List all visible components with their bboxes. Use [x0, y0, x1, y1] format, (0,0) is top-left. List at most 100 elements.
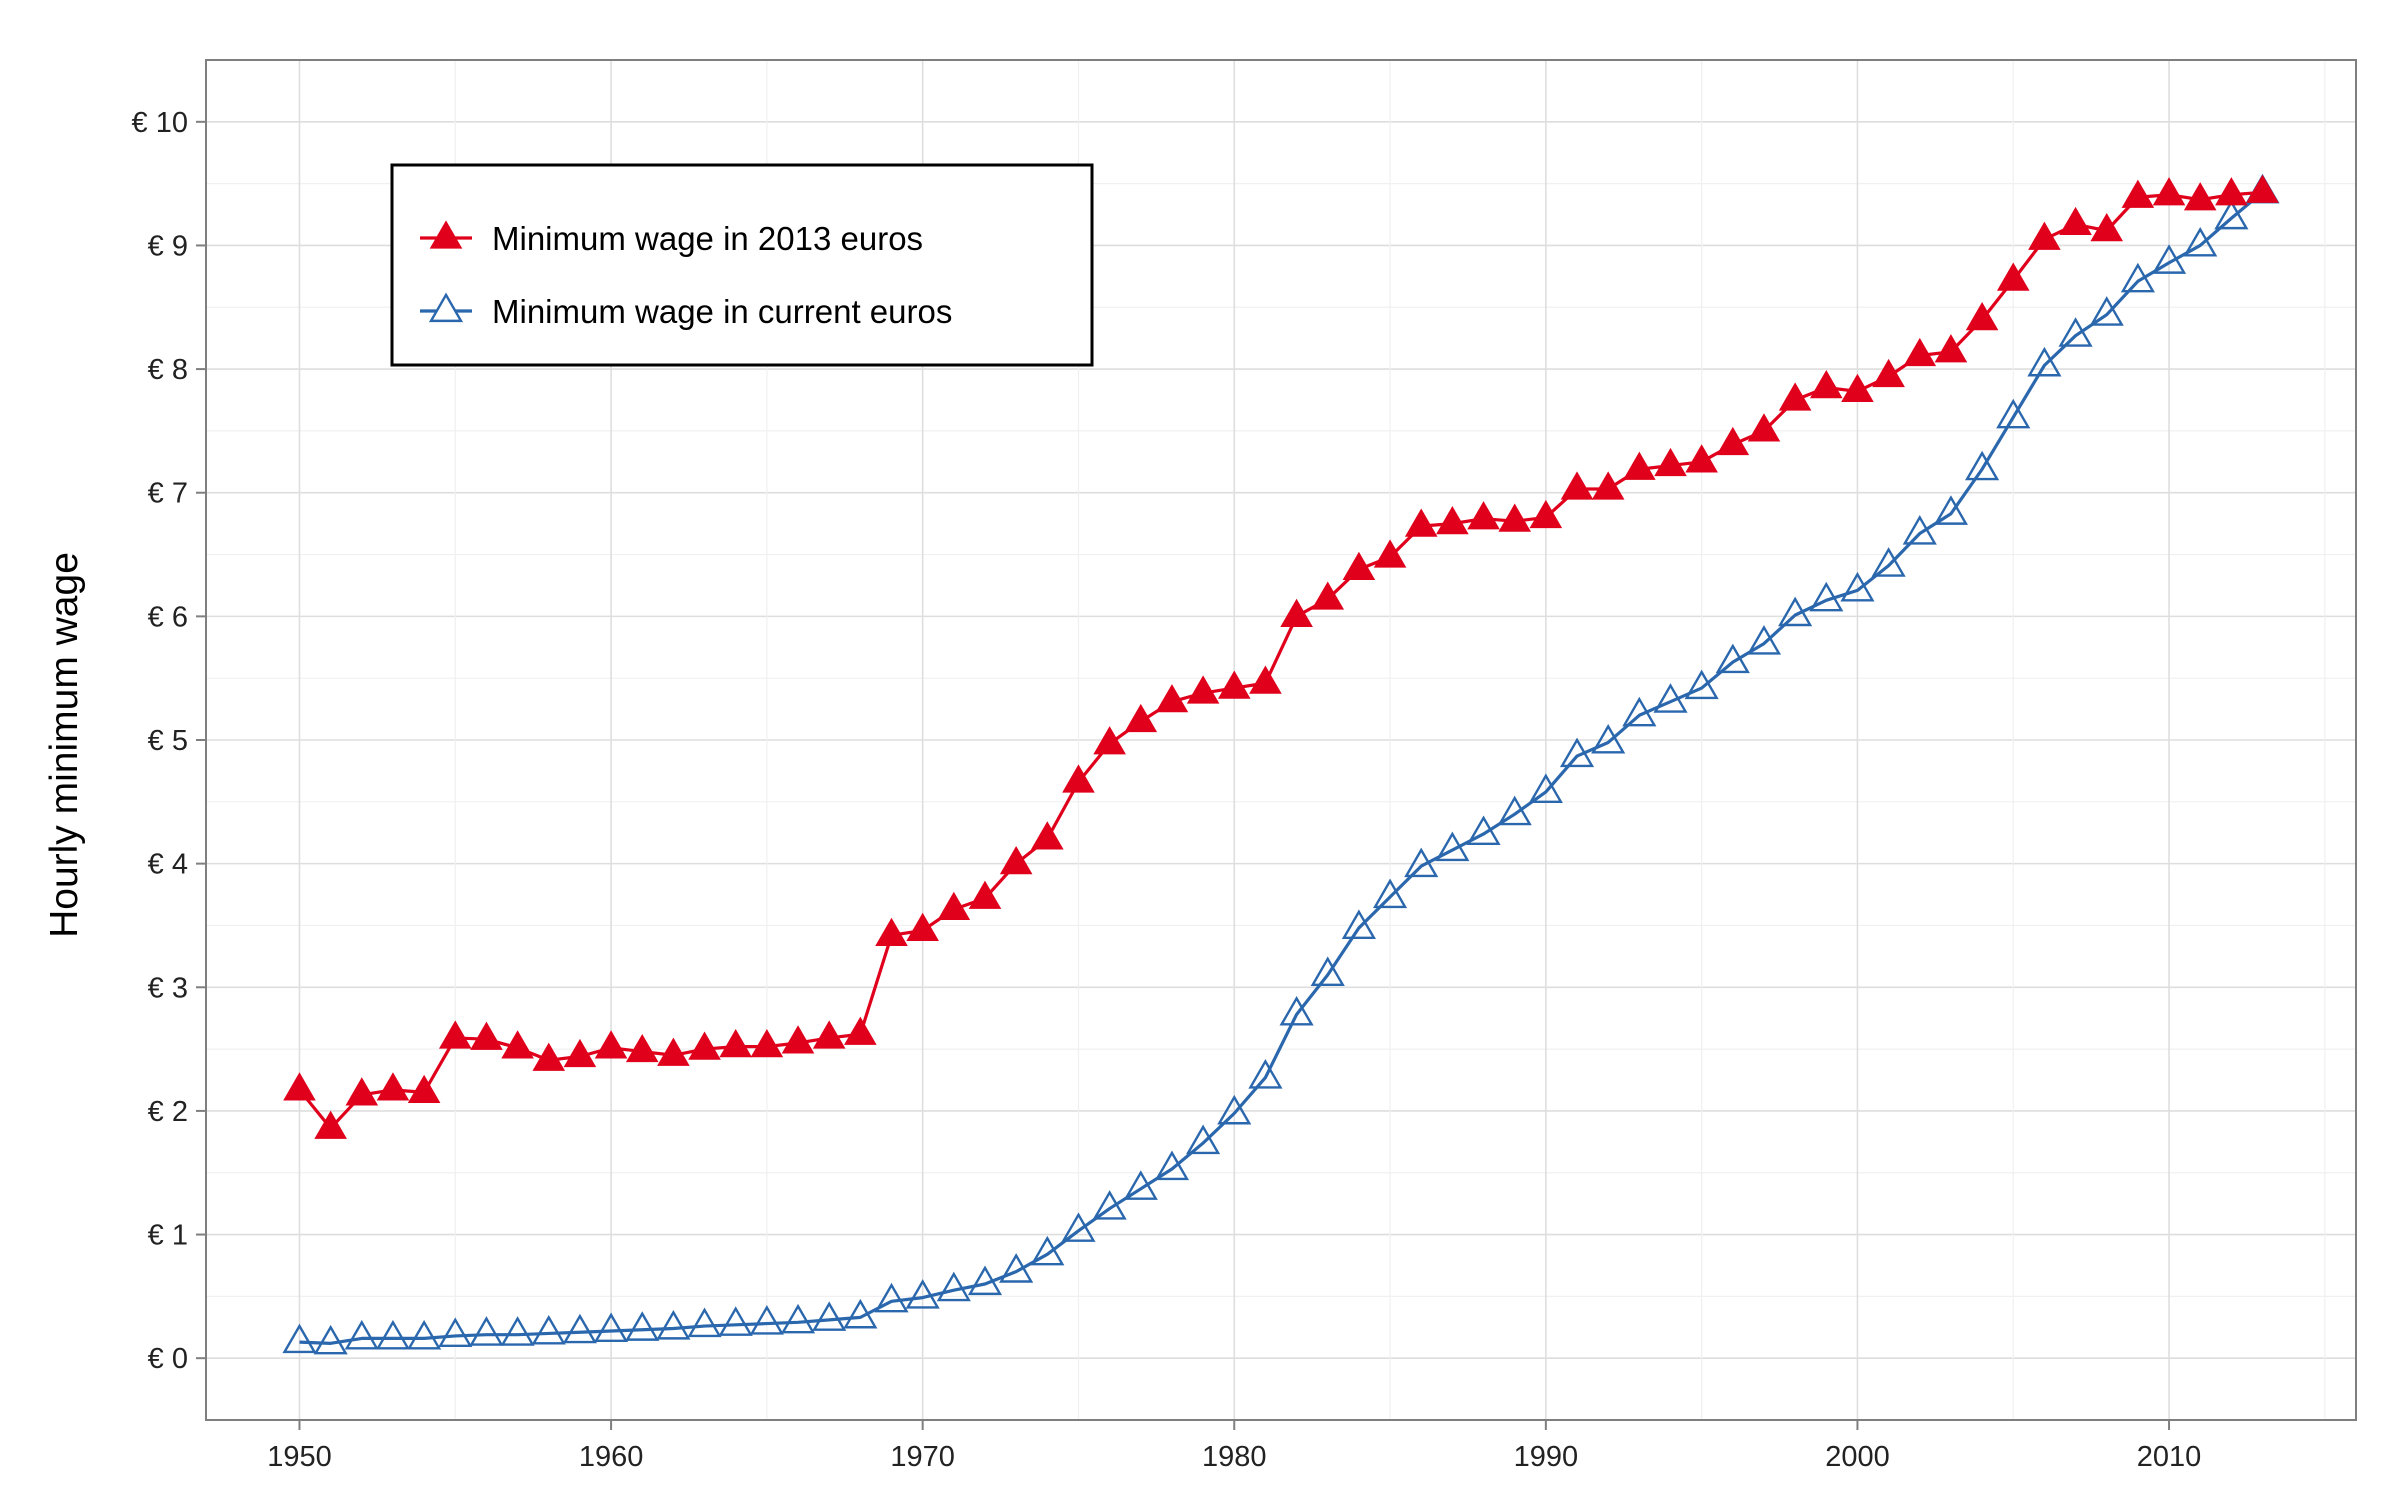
data-point-filled-triangle — [812, 1020, 846, 1049]
y-tick-label: € 1 — [148, 1220, 188, 1252]
data-point-hollow-triangle — [656, 1310, 691, 1340]
data-point-filled-triangle — [906, 912, 939, 942]
data-point-filled-triangle — [625, 1033, 659, 1063]
data-point-hollow-triangle — [2151, 244, 2187, 274]
data-point-hollow-triangle — [1622, 696, 1657, 727]
data-point-hollow-triangle — [1746, 625, 1782, 655]
data-point-filled-triangle — [2215, 177, 2248, 206]
data-point-filled-triangle — [314, 1110, 347, 1139]
data-point-filled-triangle — [2059, 206, 2092, 236]
data-point-filled-triangle — [2121, 179, 2155, 208]
data-point-hollow-triangle — [1965, 450, 2000, 481]
data-point-filled-triangle — [1124, 703, 1158, 733]
data-point-filled-triangle — [1031, 821, 1064, 850]
data-point-hollow-triangle — [936, 1271, 971, 1302]
data-point-filled-triangle — [1404, 508, 1438, 537]
data-point-hollow-triangle — [999, 1253, 1034, 1283]
data-point-hollow-triangle — [1092, 1190, 1127, 1220]
data-point-filled-triangle — [1996, 262, 2030, 291]
x-tick-label: 1990 — [1514, 1441, 1579, 1473]
data-point-hollow-triangle — [282, 1323, 317, 1354]
data-point-hollow-triangle — [469, 1316, 504, 1346]
y-tick-label: € 3 — [148, 972, 188, 1004]
data-point-filled-triangle — [1841, 373, 1874, 402]
data-point-hollow-triangle — [531, 1314, 566, 1345]
data-point-filled-triangle — [1560, 471, 1594, 500]
data-point-hollow-triangle — [780, 1303, 816, 1334]
x-tick-label: 2010 — [2137, 1441, 2202, 1473]
y-tick-label: € 2 — [148, 1096, 188, 1128]
y-tick-label: € 7 — [148, 478, 188, 510]
data-point-filled-triangle — [1436, 506, 1469, 535]
data-point-filled-triangle — [1685, 444, 1718, 473]
data-point-hollow-triangle — [1154, 1150, 1190, 1181]
data-point-hollow-triangle — [1996, 398, 2031, 429]
data-point-filled-triangle — [438, 1020, 472, 1049]
legend-label: Minimum wage in current euros — [492, 293, 952, 330]
data-point-hollow-triangle — [1497, 795, 1532, 826]
data-point-filled-triangle — [1903, 337, 1937, 367]
series-current-euros — [282, 173, 2280, 1355]
data-point-filled-triangle — [470, 1021, 503, 1050]
data-point-hollow-triangle — [1310, 956, 1345, 986]
x-tick-label: 2000 — [1825, 1441, 1890, 1473]
data-point-filled-triangle — [937, 891, 971, 921]
data-point-hollow-triangle — [2058, 317, 2093, 347]
data-point-filled-triangle — [1591, 471, 1625, 500]
data-point-filled-triangle — [719, 1029, 753, 1058]
data-point-hollow-triangle — [1341, 909, 1376, 939]
data-point-filled-triangle — [844, 1016, 877, 1045]
data-point-hollow-triangle — [562, 1313, 597, 1344]
x-tick-label: 1980 — [1202, 1441, 1267, 1473]
x-tick-label: 1950 — [267, 1441, 332, 1473]
data-point-hollow-triangle — [375, 1319, 411, 1350]
data-point-hollow-triangle — [313, 1324, 348, 1355]
data-point-hollow-triangle — [1871, 547, 1906, 577]
data-point-hollow-triangle — [1030, 1235, 1065, 1266]
series-line — [298, 190, 2263, 1130]
data-point-hollow-triangle — [593, 1312, 629, 1343]
data-point-hollow-triangle — [843, 1298, 878, 1329]
data-point-hollow-triangle — [1933, 495, 1969, 525]
data-point-hollow-triangle — [1809, 581, 1844, 612]
data-point-hollow-triangle — [500, 1316, 535, 1346]
data-point-hollow-triangle — [687, 1307, 722, 1338]
data-point-filled-triangle — [688, 1031, 721, 1060]
data-point-hollow-triangle — [1279, 995, 1314, 1026]
data-point-filled-triangle — [532, 1042, 566, 1071]
data-point-hollow-triangle — [2027, 346, 2062, 377]
axes: € 0 € 1 € 2 € 3 € 4 € 5 € 6 € 7 € 8 € 9 € 10 1950 19… — [132, 59, 2357, 1473]
legend-filled-triangle-icon — [429, 220, 463, 249]
data-point-filled-triangle — [1217, 670, 1251, 699]
data-point-filled-triangle — [1809, 370, 1843, 399]
data-point-filled-triangle — [1373, 539, 1407, 568]
y-tick-label: € 4 — [148, 849, 188, 881]
data-point-hollow-triangle — [1591, 723, 1626, 754]
data-point-filled-triangle — [1529, 499, 1563, 529]
data-point-filled-triangle — [1747, 413, 1781, 442]
data-point-hollow-triangle — [1404, 847, 1439, 878]
x-tick-label: 1960 — [579, 1441, 644, 1473]
data-point-filled-triangle — [563, 1038, 597, 1068]
data-point-hollow-triangle — [2089, 296, 2124, 326]
data-point-filled-triangle — [1467, 501, 1500, 530]
data-point-hollow-triangle — [874, 1282, 909, 1313]
data-point-filled-triangle — [1778, 382, 1812, 411]
data-point-hollow-triangle — [1653, 683, 1688, 713]
data-point-hollow-triangle — [1559, 737, 1595, 768]
data-point-hollow-triangle — [2183, 226, 2218, 257]
data-point-hollow-triangle — [1684, 669, 1719, 700]
data-point-filled-triangle — [1186, 675, 1220, 704]
data-point-hollow-triangle — [2120, 262, 2155, 293]
legend-box — [390, 163, 1094, 367]
y-axis-title: Hourly minimum wage — [43, 552, 86, 938]
data-point-hollow-triangle — [625, 1311, 660, 1341]
data-point-hollow-triangle — [1372, 878, 1408, 909]
data-point-hollow-triangle — [407, 1319, 442, 1350]
y-tick-label: € 9 — [148, 230, 188, 262]
data-point-filled-triangle — [1872, 358, 1905, 388]
data-point-filled-triangle — [2028, 221, 2061, 250]
data-point-filled-triangle — [1934, 334, 1968, 363]
legend-hollow-triangle-icon — [428, 292, 464, 323]
y-tick-label: € 6 — [148, 601, 188, 633]
